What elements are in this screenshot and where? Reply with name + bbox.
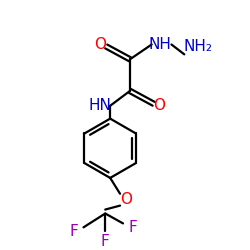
Text: F: F	[128, 220, 137, 235]
Text: F: F	[101, 234, 110, 249]
Text: HN: HN	[89, 98, 112, 113]
Text: O: O	[154, 98, 166, 113]
Text: O: O	[94, 37, 106, 52]
Text: O: O	[120, 192, 132, 207]
Text: F: F	[69, 224, 78, 239]
Text: NH: NH	[148, 37, 171, 52]
Text: NH₂: NH₂	[184, 39, 213, 54]
